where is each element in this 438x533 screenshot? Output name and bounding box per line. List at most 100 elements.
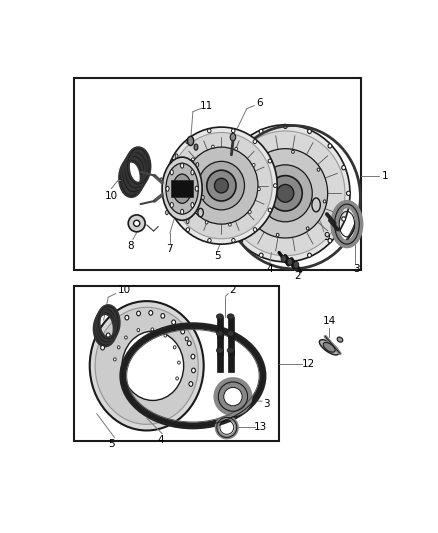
Ellipse shape bbox=[171, 159, 174, 163]
Ellipse shape bbox=[185, 337, 188, 341]
Ellipse shape bbox=[307, 130, 311, 134]
Ellipse shape bbox=[125, 316, 129, 320]
Ellipse shape bbox=[208, 238, 211, 243]
Ellipse shape bbox=[227, 331, 234, 336]
Text: 11: 11 bbox=[200, 101, 213, 111]
Ellipse shape bbox=[191, 203, 194, 207]
Ellipse shape bbox=[175, 154, 178, 158]
Ellipse shape bbox=[188, 205, 191, 208]
Ellipse shape bbox=[173, 174, 191, 203]
Text: 13: 13 bbox=[254, 422, 267, 432]
Ellipse shape bbox=[221, 125, 350, 262]
Ellipse shape bbox=[283, 258, 287, 262]
Ellipse shape bbox=[90, 301, 204, 431]
Ellipse shape bbox=[170, 203, 173, 207]
Ellipse shape bbox=[227, 314, 234, 319]
Ellipse shape bbox=[161, 313, 165, 318]
Ellipse shape bbox=[128, 215, 145, 232]
Ellipse shape bbox=[205, 221, 208, 224]
Ellipse shape bbox=[253, 228, 257, 231]
Ellipse shape bbox=[106, 333, 110, 337]
Ellipse shape bbox=[342, 166, 346, 170]
Ellipse shape bbox=[216, 331, 223, 336]
Ellipse shape bbox=[101, 345, 105, 350]
Text: 5: 5 bbox=[214, 252, 221, 262]
Ellipse shape bbox=[196, 163, 199, 167]
Text: 5: 5 bbox=[108, 439, 115, 449]
Ellipse shape bbox=[137, 311, 141, 316]
Bar bbox=[217, 350, 223, 372]
Ellipse shape bbox=[124, 336, 127, 339]
Ellipse shape bbox=[187, 341, 191, 346]
Ellipse shape bbox=[317, 168, 320, 171]
Text: 10: 10 bbox=[105, 191, 118, 201]
Ellipse shape bbox=[208, 129, 211, 133]
Bar bbox=[228, 334, 234, 355]
Ellipse shape bbox=[230, 133, 236, 141]
Ellipse shape bbox=[342, 217, 346, 221]
Ellipse shape bbox=[337, 337, 343, 342]
Ellipse shape bbox=[225, 217, 229, 221]
Ellipse shape bbox=[166, 163, 198, 214]
Ellipse shape bbox=[198, 208, 203, 217]
Text: 2: 2 bbox=[230, 285, 236, 295]
Text: 12: 12 bbox=[302, 359, 315, 369]
Ellipse shape bbox=[160, 178, 162, 182]
Ellipse shape bbox=[346, 191, 350, 196]
Ellipse shape bbox=[248, 211, 251, 213]
Ellipse shape bbox=[191, 368, 195, 373]
Ellipse shape bbox=[274, 184, 277, 188]
Ellipse shape bbox=[187, 136, 194, 146]
Text: 14: 14 bbox=[322, 316, 336, 326]
Ellipse shape bbox=[268, 208, 272, 212]
Bar bbox=[217, 317, 223, 338]
Ellipse shape bbox=[189, 382, 193, 386]
Ellipse shape bbox=[227, 348, 234, 353]
Ellipse shape bbox=[171, 208, 175, 212]
Ellipse shape bbox=[198, 161, 244, 210]
Ellipse shape bbox=[216, 314, 223, 319]
Ellipse shape bbox=[177, 361, 180, 364]
Text: 1: 1 bbox=[382, 171, 389, 181]
Text: 9: 9 bbox=[324, 232, 330, 242]
Text: 3: 3 bbox=[353, 264, 360, 274]
Ellipse shape bbox=[306, 227, 309, 230]
Text: 4: 4 bbox=[157, 435, 164, 445]
Ellipse shape bbox=[149, 311, 153, 315]
Ellipse shape bbox=[220, 191, 224, 196]
Ellipse shape bbox=[283, 124, 287, 128]
Ellipse shape bbox=[166, 211, 168, 215]
Ellipse shape bbox=[180, 163, 184, 168]
Ellipse shape bbox=[258, 188, 260, 191]
Ellipse shape bbox=[170, 133, 272, 239]
Ellipse shape bbox=[215, 179, 228, 193]
Ellipse shape bbox=[258, 165, 312, 222]
Ellipse shape bbox=[191, 170, 194, 175]
Ellipse shape bbox=[201, 196, 204, 199]
Bar bbox=[74, 78, 361, 270]
Ellipse shape bbox=[323, 342, 335, 352]
Ellipse shape bbox=[180, 209, 184, 214]
Ellipse shape bbox=[191, 158, 194, 161]
Bar bbox=[228, 317, 234, 338]
Ellipse shape bbox=[186, 219, 189, 223]
Ellipse shape bbox=[239, 144, 243, 148]
Ellipse shape bbox=[181, 329, 184, 334]
Ellipse shape bbox=[137, 328, 140, 332]
Text: 2: 2 bbox=[294, 271, 301, 281]
Bar bbox=[171, 180, 193, 197]
Ellipse shape bbox=[251, 215, 254, 219]
Ellipse shape bbox=[319, 340, 339, 355]
Ellipse shape bbox=[212, 145, 214, 148]
Ellipse shape bbox=[243, 149, 328, 238]
Ellipse shape bbox=[117, 346, 120, 349]
Text: 6: 6 bbox=[256, 98, 262, 108]
Ellipse shape bbox=[162, 157, 202, 220]
Ellipse shape bbox=[191, 354, 195, 359]
Ellipse shape bbox=[261, 157, 264, 160]
Ellipse shape bbox=[195, 186, 198, 191]
Ellipse shape bbox=[172, 320, 176, 325]
Ellipse shape bbox=[307, 253, 311, 257]
Text: 3: 3 bbox=[264, 399, 270, 409]
Ellipse shape bbox=[194, 144, 198, 150]
